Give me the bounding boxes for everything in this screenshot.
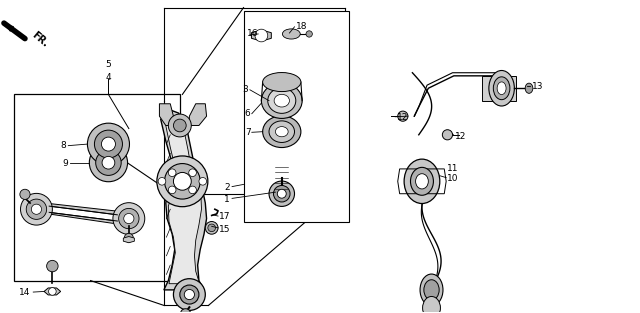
Ellipse shape bbox=[168, 186, 176, 194]
Text: 2: 2 bbox=[225, 183, 230, 192]
Ellipse shape bbox=[489, 70, 515, 106]
Ellipse shape bbox=[88, 123, 129, 165]
Ellipse shape bbox=[208, 224, 216, 232]
Ellipse shape bbox=[442, 130, 452, 140]
Ellipse shape bbox=[173, 172, 191, 190]
Text: 11: 11 bbox=[447, 164, 459, 173]
Ellipse shape bbox=[269, 181, 294, 206]
Ellipse shape bbox=[168, 114, 191, 137]
Ellipse shape bbox=[269, 121, 294, 142]
Ellipse shape bbox=[173, 279, 205, 310]
Polygon shape bbox=[159, 104, 173, 126]
Ellipse shape bbox=[184, 290, 195, 300]
Ellipse shape bbox=[20, 193, 52, 225]
Ellipse shape bbox=[95, 130, 122, 158]
Text: 16: 16 bbox=[246, 29, 258, 38]
Text: 15: 15 bbox=[220, 225, 231, 234]
Bar bbox=[14, 95, 180, 280]
Ellipse shape bbox=[274, 94, 289, 107]
Bar bbox=[244, 11, 349, 222]
Text: 12: 12 bbox=[455, 132, 467, 141]
Ellipse shape bbox=[420, 274, 443, 306]
Text: 1: 1 bbox=[225, 195, 230, 204]
Text: 3: 3 bbox=[243, 85, 248, 94]
Ellipse shape bbox=[31, 204, 42, 214]
Ellipse shape bbox=[397, 111, 408, 121]
Polygon shape bbox=[166, 119, 202, 284]
Ellipse shape bbox=[180, 309, 191, 313]
Ellipse shape bbox=[261, 83, 302, 118]
Ellipse shape bbox=[525, 83, 533, 93]
Text: 18: 18 bbox=[296, 22, 307, 31]
Ellipse shape bbox=[273, 186, 290, 202]
Text: 14: 14 bbox=[19, 289, 31, 297]
Text: FR.: FR. bbox=[29, 30, 50, 49]
Ellipse shape bbox=[497, 82, 506, 95]
Ellipse shape bbox=[173, 119, 186, 132]
Ellipse shape bbox=[262, 73, 301, 92]
Ellipse shape bbox=[415, 174, 428, 189]
Ellipse shape bbox=[124, 233, 133, 242]
Ellipse shape bbox=[118, 208, 139, 229]
Ellipse shape bbox=[168, 169, 176, 177]
Polygon shape bbox=[49, 212, 122, 225]
Polygon shape bbox=[161, 110, 207, 290]
Ellipse shape bbox=[493, 77, 510, 100]
Polygon shape bbox=[124, 237, 134, 243]
Ellipse shape bbox=[20, 189, 30, 199]
Ellipse shape bbox=[47, 260, 58, 272]
Ellipse shape bbox=[180, 285, 199, 304]
Polygon shape bbox=[44, 288, 61, 295]
Ellipse shape bbox=[422, 296, 440, 313]
Ellipse shape bbox=[164, 164, 200, 199]
Ellipse shape bbox=[26, 199, 47, 219]
Text: 7: 7 bbox=[245, 128, 250, 137]
Ellipse shape bbox=[199, 177, 207, 185]
Ellipse shape bbox=[205, 222, 218, 234]
Ellipse shape bbox=[262, 116, 301, 147]
Polygon shape bbox=[483, 76, 516, 101]
Ellipse shape bbox=[306, 31, 312, 37]
Text: 17: 17 bbox=[220, 213, 231, 222]
Ellipse shape bbox=[268, 88, 296, 113]
Ellipse shape bbox=[275, 126, 288, 137]
Ellipse shape bbox=[189, 169, 196, 177]
Ellipse shape bbox=[96, 150, 121, 175]
Ellipse shape bbox=[277, 189, 286, 198]
Text: 8: 8 bbox=[60, 141, 66, 150]
Ellipse shape bbox=[90, 144, 127, 182]
Polygon shape bbox=[189, 104, 207, 126]
Text: 5: 5 bbox=[106, 60, 111, 69]
Ellipse shape bbox=[404, 159, 440, 203]
Ellipse shape bbox=[49, 288, 56, 295]
Text: 6: 6 bbox=[245, 109, 250, 118]
Ellipse shape bbox=[124, 213, 134, 223]
Ellipse shape bbox=[101, 137, 115, 151]
Ellipse shape bbox=[157, 156, 208, 207]
Polygon shape bbox=[49, 204, 122, 215]
Ellipse shape bbox=[102, 156, 115, 169]
Ellipse shape bbox=[158, 177, 166, 185]
Text: 9: 9 bbox=[62, 159, 68, 168]
Ellipse shape bbox=[189, 186, 196, 194]
Ellipse shape bbox=[424, 280, 439, 300]
Ellipse shape bbox=[410, 167, 433, 195]
Ellipse shape bbox=[255, 29, 268, 42]
Text: 12: 12 bbox=[396, 113, 408, 122]
Text: 13: 13 bbox=[532, 82, 543, 90]
Polygon shape bbox=[252, 30, 271, 41]
Text: 10: 10 bbox=[447, 174, 459, 183]
Text: 4: 4 bbox=[106, 73, 111, 82]
Ellipse shape bbox=[282, 29, 300, 39]
Ellipse shape bbox=[113, 203, 145, 234]
